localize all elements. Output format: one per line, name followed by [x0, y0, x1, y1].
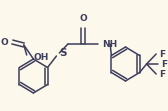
- Text: OH: OH: [33, 53, 49, 61]
- Text: F: F: [159, 50, 165, 58]
- Text: F: F: [159, 69, 165, 78]
- Text: O: O: [1, 38, 9, 47]
- Text: S: S: [59, 48, 67, 58]
- Text: NH: NH: [102, 40, 118, 49]
- Text: F: F: [161, 59, 167, 68]
- Text: O: O: [79, 14, 87, 23]
